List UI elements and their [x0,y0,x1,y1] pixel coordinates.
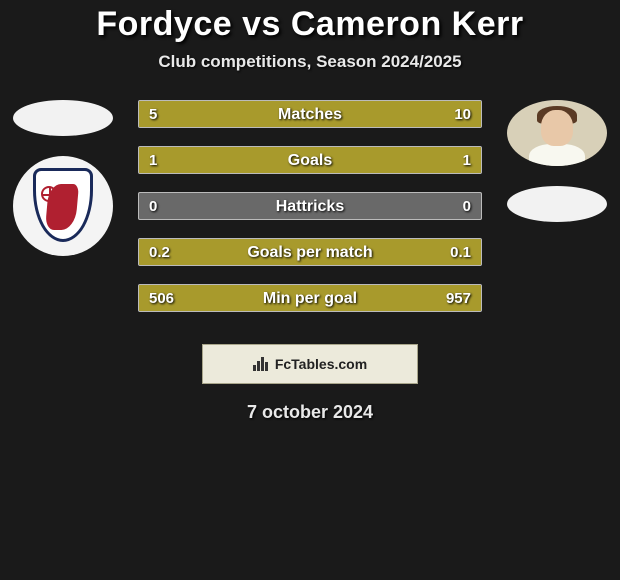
stat-value-right: 1 [463,147,471,173]
stat-row: 1Goals1 [138,146,482,174]
right-player-avatar [507,100,607,166]
stat-label: Hattricks [139,193,481,219]
stat-row: 5Matches10 [138,100,482,128]
brand-text: FcTables.com [275,356,367,372]
stat-value-right: 0 [463,193,471,219]
stat-row: 0Hattricks0 [138,192,482,220]
stat-row: 506Min per goal957 [138,284,482,312]
page-title: Fordyce vs Cameron Kerr [0,5,620,44]
stat-label: Min per goal [139,285,481,311]
stat-label: Goals per match [139,239,481,265]
stat-value-right: 0.1 [450,239,471,265]
barchart-icon [253,357,269,371]
stat-row: 0.2Goals per match0.1 [138,238,482,266]
right-club-placeholder [507,186,607,222]
comparison-card: Fordyce vs Cameron Kerr Club competition… [0,0,620,423]
left-club-logo [13,156,113,256]
right-player-column [502,100,612,242]
date-label: 7 october 2024 [0,402,620,423]
brand-attribution: FcTables.com [202,344,418,384]
main-row: 5Matches101Goals10Hattricks00.2Goals per… [0,100,620,330]
left-player-column [8,100,118,256]
stats-table: 5Matches101Goals10Hattricks00.2Goals per… [138,100,482,330]
stat-value-right: 957 [446,285,471,311]
subtitle: Club competitions, Season 2024/2025 [0,52,620,72]
stat-label: Matches [139,101,481,127]
left-player-placeholder [13,100,113,136]
stat-value-right: 10 [454,101,471,127]
stat-label: Goals [139,147,481,173]
